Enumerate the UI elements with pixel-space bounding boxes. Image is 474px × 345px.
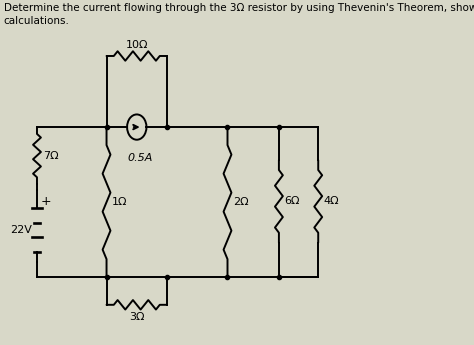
Text: Determine the current flowing through the 3Ω resistor by using Thevenin's Theore: Determine the current flowing through th…	[4, 3, 474, 13]
Text: 10Ω: 10Ω	[126, 40, 148, 50]
Text: 3Ω: 3Ω	[129, 312, 145, 322]
Text: calculations.: calculations.	[4, 17, 70, 27]
Text: 2Ω: 2Ω	[233, 197, 248, 207]
Text: +: +	[41, 195, 51, 208]
Text: 1Ω: 1Ω	[112, 197, 128, 207]
Text: 0.5A: 0.5A	[127, 153, 153, 163]
Text: 22V: 22V	[10, 225, 32, 235]
Text: 7Ω: 7Ω	[43, 151, 59, 160]
Text: 4Ω: 4Ω	[324, 196, 339, 206]
Text: 6Ω: 6Ω	[284, 196, 300, 206]
